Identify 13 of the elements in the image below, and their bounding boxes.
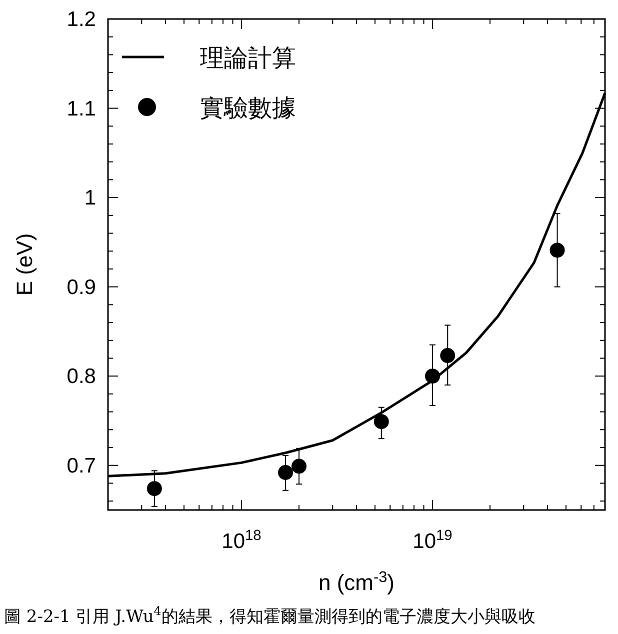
x-axis-title: n (cm$^{-3}$) [318,568,395,595]
y-tick-label: 0.7 [66,454,96,478]
x-tick-label: 10$^{19}$ [412,528,452,553]
y-tick-label: 0.8 [66,365,96,388]
y-tick-label: 1 [84,186,96,210]
legend-label: 實驗數據 [200,94,296,122]
y-tick-label: 1.2 [66,8,96,31]
caption: 圖 2-2-1 引用 J.Wu$^{4}$的結果，得知霍爾量測得到的電子濃度大小與吸收 [4,604,536,627]
legend-label: 理論計算 [200,44,296,72]
y-tick-label: 1.1 [66,97,96,120]
y-axis-title: E (eV) [12,233,37,296]
y-tick-label: 0.9 [66,276,96,299]
x-tick-label: 10$^{18}$ [222,528,262,553]
